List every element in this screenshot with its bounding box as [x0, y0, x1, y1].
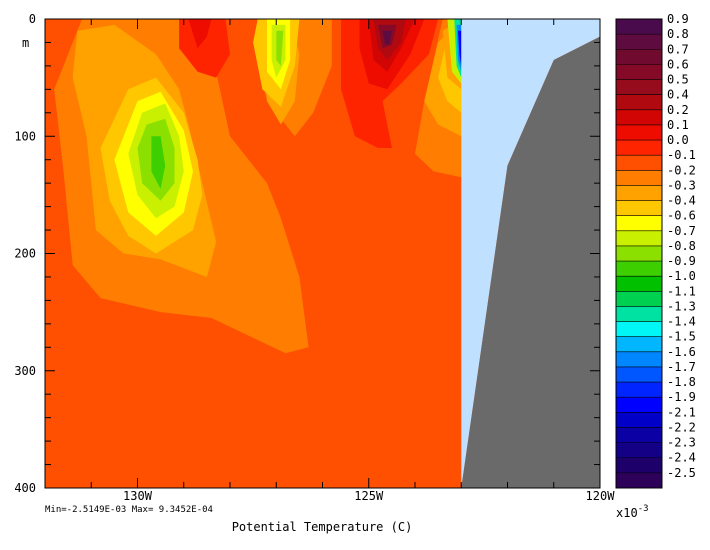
- colorbar-swatch: [616, 109, 662, 126]
- colorbar-swatch: [616, 185, 662, 202]
- colorbar-label: 0.1: [667, 118, 689, 132]
- contour-region: [188, 19, 212, 49]
- contour-region: [458, 30, 462, 66]
- colorbar-swatch: [616, 79, 662, 96]
- colorbar-label: 0.4: [667, 88, 689, 102]
- colorbar-swatch: [616, 276, 662, 292]
- colorbar-swatch: [616, 366, 662, 383]
- colorbar-label: -0.1: [667, 148, 696, 162]
- y-tick-label: 0: [29, 12, 36, 26]
- colorbar-label: -1.3: [667, 299, 696, 313]
- land-mask: [461, 36, 600, 488]
- y-tick-label: 100: [14, 129, 36, 143]
- contour-region: [151, 136, 166, 189]
- x-tick-label: 120W: [586, 489, 616, 503]
- contour-region: [179, 19, 230, 78]
- colorbar-swatch: [616, 245, 662, 262]
- colorbar-swatch: [616, 94, 662, 111]
- colorbar-swatch: [616, 49, 662, 65]
- colorbar-swatch: [616, 321, 662, 338]
- colorbar-label: 0.7: [667, 42, 689, 56]
- colorbar-swatch: [616, 230, 662, 247]
- colorbar-label: -1.5: [667, 330, 696, 344]
- colorbar-swatch: [616, 19, 662, 35]
- colorbar-label: -2.3: [667, 436, 696, 450]
- colorbar-label: -1.7: [667, 360, 696, 374]
- colorbar-label: 0.6: [667, 57, 689, 71]
- y-tick-label: 200: [14, 247, 36, 261]
- colorbar-swatch: [616, 472, 662, 489]
- colorbar-swatch: [616, 397, 662, 413]
- colorbar-label: 0.2: [667, 103, 689, 117]
- colorbar-swatch: [616, 306, 662, 323]
- colorbar-label: -0.8: [667, 239, 696, 253]
- colorbar-label: -1.6: [667, 345, 696, 359]
- colorbar-label: -2.1: [667, 405, 696, 419]
- x-tick-label: 130W: [123, 489, 153, 503]
- contour-region: [382, 30, 392, 45]
- colorbar-label: -2.2: [667, 420, 696, 434]
- colorbar-label: -0.7: [667, 224, 696, 238]
- plot-area: [45, 19, 600, 488]
- y-tick-label: 400: [14, 481, 36, 495]
- colorbar-label: -0.3: [667, 178, 696, 192]
- shelf-water-mask: [461, 19, 600, 488]
- colorbar-scale-label: x10-3: [616, 504, 649, 520]
- colorbar-label: -0.6: [667, 209, 696, 223]
- colorbar-swatch: [616, 170, 662, 186]
- colorbar-swatch: [616, 155, 662, 171]
- colorbar-label: 0.8: [667, 27, 689, 41]
- colorbar-label: -1.9: [667, 390, 696, 404]
- colorbar-label: -1.1: [667, 284, 696, 298]
- colorbar-label: -1.8: [667, 375, 696, 389]
- colorbar-swatch: [616, 140, 662, 156]
- colorbar-label: -1.0: [667, 269, 696, 283]
- y-tick-label: 300: [14, 364, 36, 378]
- colorbar-swatch: [616, 442, 662, 459]
- colorbar-frame: [615, 18, 663, 489]
- colorbar-swatch: [616, 457, 662, 474]
- colorbar-swatch: [616, 34, 662, 50]
- colorbar-label: -0.9: [667, 254, 696, 268]
- colorbar-swatch: [616, 261, 662, 277]
- colorbar-swatch: [616, 382, 662, 398]
- colorbar-swatch: [616, 427, 662, 444]
- colorbar-swatch: [616, 412, 662, 428]
- colorbar: 0.90.80.70.6 0.50.40.20.10.0-0.1-0.2-0.3 -…: [615, 12, 696, 489]
- colorbar-swatch: [616, 64, 662, 81]
- colorbar-swatch: [616, 351, 662, 368]
- colorbar-label: -1.4: [667, 315, 696, 329]
- y-axis-unit-label: m: [22, 36, 29, 50]
- colorbar-label: -2.4: [667, 451, 696, 465]
- contour-region: [276, 30, 284, 66]
- colorbar-label: -2.5: [667, 466, 696, 480]
- colorbar-swatch: [616, 124, 662, 141]
- colorbar-label: 0.9: [667, 12, 689, 26]
- colorbar-swatch: [616, 336, 662, 353]
- colorbar-label: -0.4: [667, 194, 696, 208]
- colorbar-label: 0.5: [667, 73, 689, 87]
- colorbar-swatch: [616, 215, 662, 232]
- axes: 130W 125W 120W 0 100 200 300 400: [14, 12, 615, 503]
- colorbar-swatch: [616, 291, 662, 307]
- colorbar-label: -0.2: [667, 163, 696, 177]
- min-max-stats: Min=-2.5149E-03 Max= 9.3452E-04: [45, 505, 213, 515]
- colorbar-swatch: [616, 200, 662, 217]
- colorbar-label: 0.0: [667, 133, 689, 147]
- x-tick-label: 125W: [354, 489, 384, 503]
- x-axis-title: Potential Temperature (C): [232, 520, 413, 534]
